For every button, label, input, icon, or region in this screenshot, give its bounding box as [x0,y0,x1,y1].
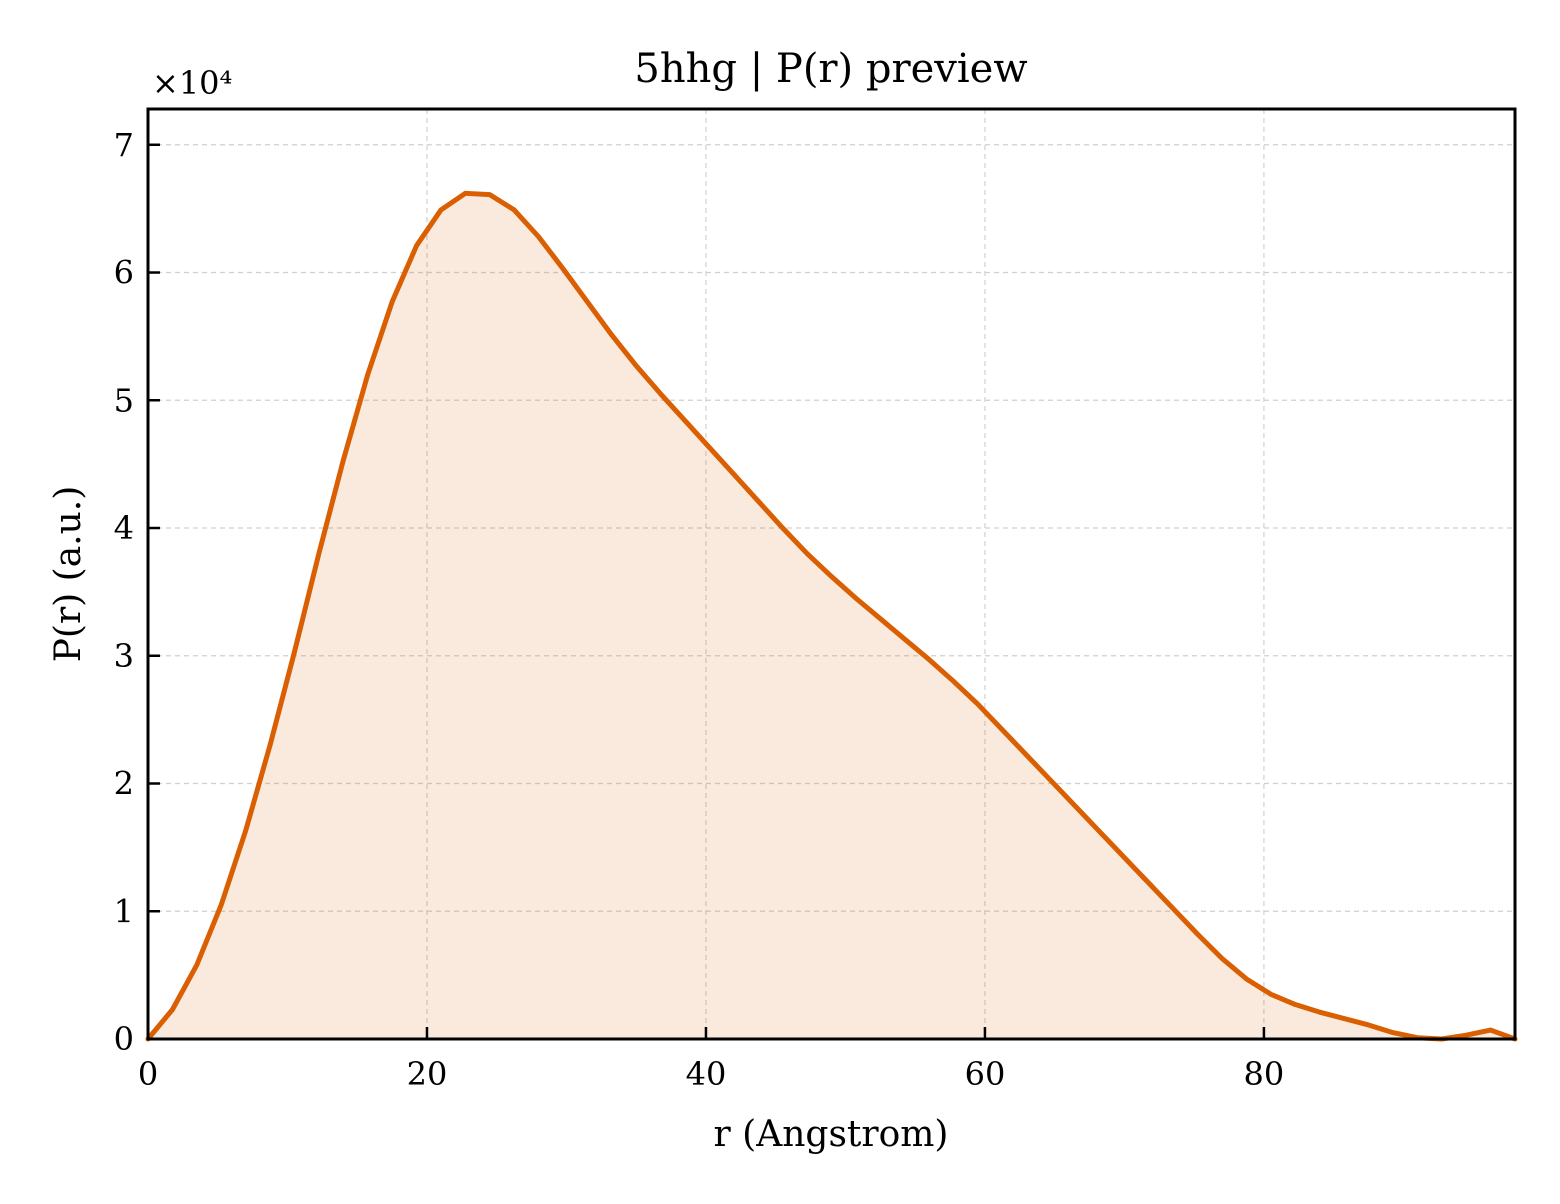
y-tick-label: 0 [114,1020,134,1058]
grid [148,109,1515,1039]
y-tick-label: 7 [114,126,134,164]
plot-frame [146,107,1517,1041]
y-tick-label: 2 [114,765,134,803]
series-line [145,190,1518,1042]
y-tick-label: 3 [114,637,134,675]
series-area-fill [148,193,1515,1039]
x-axis-title: r (Angstrom) [714,1114,949,1155]
y-tick-label: 6 [114,254,134,292]
y-tick-label: 5 [114,381,134,419]
x-tick-label: 0 [138,1055,158,1093]
y-tick-label: 4 [114,509,134,547]
y-multiplier-label: ×10⁴ [152,64,232,102]
x-tick-label: 80 [1244,1055,1285,1093]
x-tick-label: 60 [965,1055,1006,1093]
x-tick-label: 20 [407,1055,448,1093]
chart-title: 5hhg | P(r) preview [634,46,1027,92]
y-axis-title: P(r) (a.u.) [48,486,89,663]
series-layer [145,190,1518,1042]
y-tick-label: 1 [114,892,134,930]
x-tick-label: 40 [686,1055,727,1093]
axis-ticks: 0 20 40 60 80 0 1 2 3 4 5 6 7 [114,126,1285,1093]
